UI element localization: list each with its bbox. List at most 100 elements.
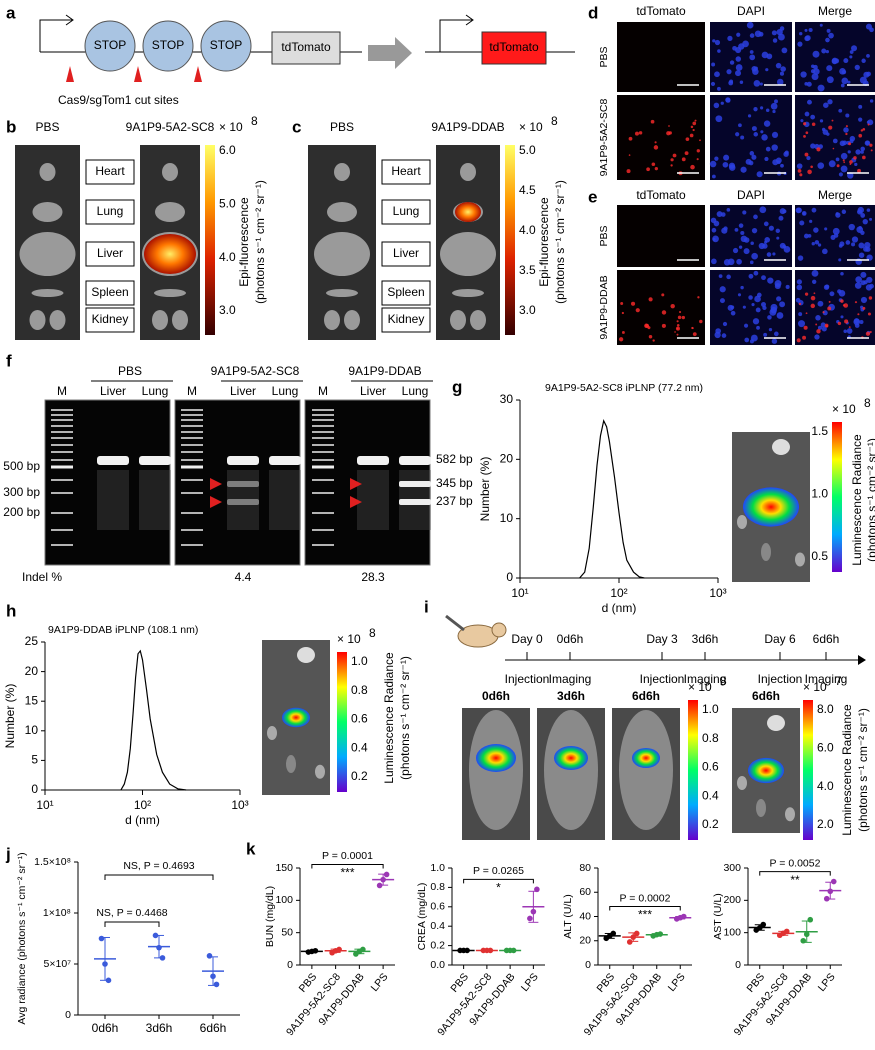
- nucleus: [715, 115, 723, 123]
- nucleus: [847, 80, 851, 84]
- nucleus: [709, 160, 717, 168]
- smear: [139, 470, 171, 530]
- nucleus: [765, 68, 769, 72]
- smear: [357, 470, 389, 530]
- nucleus: [749, 339, 754, 344]
- event-label: Imaging: [805, 672, 848, 686]
- point: [510, 947, 517, 954]
- band-arrow: [210, 496, 222, 508]
- panel-label: i: [424, 597, 429, 616]
- organ: [39, 163, 56, 181]
- signal: [797, 169, 802, 173]
- point: [360, 946, 366, 953]
- nucleus: [775, 228, 781, 234]
- colorbar: [205, 145, 215, 335]
- signal: [840, 299, 844, 303]
- nucleus: [800, 71, 807, 78]
- y-tick-label: 40: [579, 910, 591, 922]
- signal: [692, 128, 695, 132]
- nucleus: [723, 154, 730, 161]
- y-tick-label: 0: [31, 782, 38, 796]
- nucleus: [838, 172, 843, 177]
- organ: [785, 807, 795, 822]
- exponent: 8: [251, 114, 258, 128]
- nucleus: [812, 50, 820, 58]
- nucleus: [771, 30, 777, 36]
- signal: [805, 131, 809, 135]
- nucleus: [845, 240, 851, 245]
- exponent: 8: [720, 674, 727, 688]
- y-tick-label: 20: [500, 452, 514, 466]
- nucleus: [742, 305, 746, 309]
- nucleus: [814, 240, 820, 245]
- nucleus: [752, 318, 760, 325]
- nucleus: [819, 23, 823, 27]
- marker-label: M: [187, 384, 197, 398]
- signal: [853, 156, 857, 160]
- nucleus: [841, 209, 847, 214]
- signal: [685, 137, 690, 141]
- signal: [828, 125, 833, 130]
- nucleus: [776, 78, 784, 86]
- signal: [699, 139, 701, 142]
- signal: [651, 162, 656, 167]
- signal: [638, 131, 643, 135]
- nucleus: [780, 66, 786, 72]
- nucleus: [774, 280, 782, 287]
- significance: ***: [638, 908, 652, 922]
- exponent: 7: [835, 674, 842, 688]
- nucleus: [747, 114, 752, 118]
- organ-box: [85, 159, 135, 185]
- point: [657, 931, 664, 937]
- point: [530, 908, 537, 915]
- band: [399, 456, 431, 465]
- signal: [621, 311, 624, 315]
- point: [626, 939, 633, 945]
- cut-band: [399, 499, 431, 505]
- gel: [44, 399, 171, 566]
- point: [213, 981, 220, 988]
- reporter-label: tdTomato: [489, 40, 539, 54]
- nucleus: [863, 71, 870, 78]
- y-tick-label: 50: [281, 926, 293, 938]
- signal: [676, 323, 680, 327]
- signal: [796, 338, 801, 343]
- colorbar-title: Luminescence Radiance: [850, 434, 864, 566]
- organ-box: [381, 159, 431, 185]
- point: [156, 944, 162, 951]
- nucleus: [776, 236, 780, 240]
- nucleus: [810, 69, 816, 74]
- nucleus: [726, 274, 731, 280]
- signal: [868, 296, 873, 300]
- organ-box: [85, 280, 135, 306]
- colorbar-title: Luminescence Radiance: [382, 652, 396, 784]
- y-tick-label: 5×10⁷: [44, 958, 72, 970]
- event-label: Injection: [505, 672, 550, 686]
- nucleus: [743, 323, 749, 328]
- micrograph: [710, 95, 792, 180]
- nucleus: [838, 258, 842, 262]
- marker-label: M: [318, 384, 328, 398]
- nucleus: [716, 211, 723, 217]
- x-tick-label: 3d6h: [146, 1021, 173, 1035]
- nucleus: [711, 174, 716, 179]
- nucleus: [849, 135, 856, 142]
- nucleus: [745, 158, 752, 165]
- group-label: 9A1P9-5A2-SC8: [211, 364, 300, 378]
- organ: [324, 310, 340, 330]
- size-label: 200 bp: [3, 505, 40, 519]
- size-label: 237 bp: [436, 494, 473, 508]
- signal: [668, 131, 672, 135]
- nucleus: [772, 159, 779, 166]
- nucleus: [743, 248, 750, 255]
- organ-box: [381, 241, 431, 267]
- nucleus: [825, 37, 830, 43]
- nucleus: [726, 208, 731, 212]
- organ: [440, 232, 496, 276]
- nucleus: [746, 21, 754, 29]
- signal: [860, 129, 864, 132]
- signal: [684, 151, 689, 156]
- nucleus: [822, 248, 828, 255]
- organ-label: Heart: [391, 164, 421, 178]
- nucleus: [839, 68, 846, 75]
